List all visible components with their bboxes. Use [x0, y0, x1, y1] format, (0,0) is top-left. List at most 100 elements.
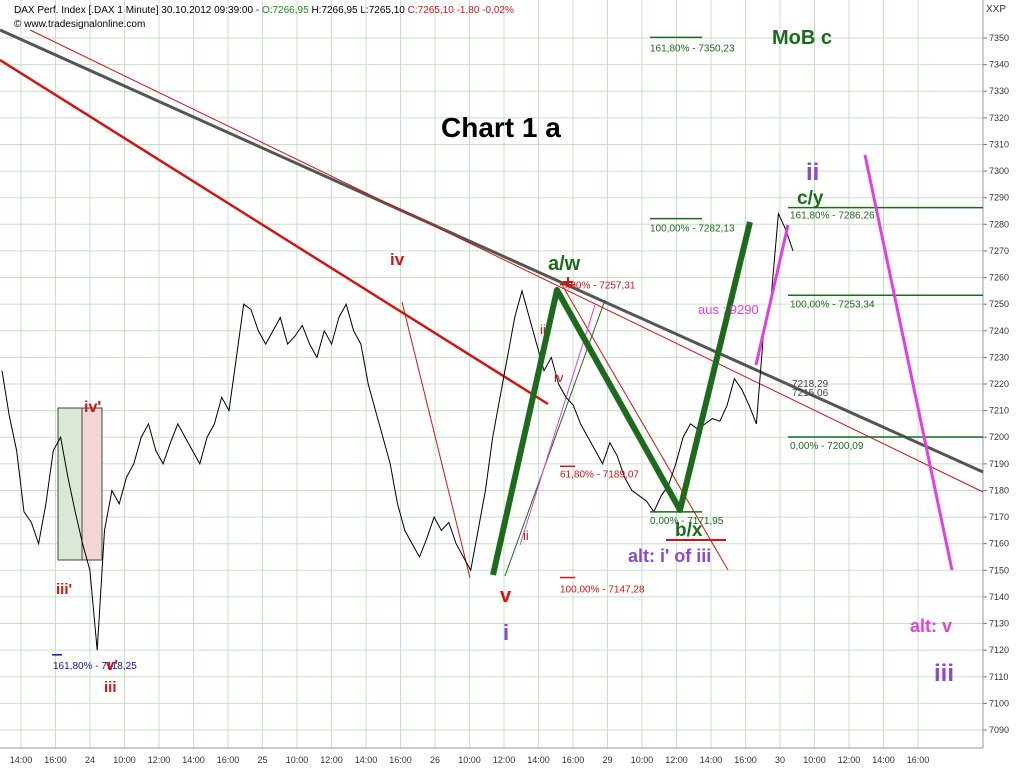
label-v-prime: v'	[106, 657, 118, 674]
label-c-y: c/y	[797, 188, 824, 209]
label-b-x: b/x	[675, 520, 703, 541]
x-tick-label: 10:00	[286, 755, 309, 765]
y-tick-label: 7200	[989, 432, 1009, 442]
fib-level-label: 161,80% - 7118,25	[53, 661, 137, 672]
dark-grey-trendline	[0, 28, 984, 474]
x-tick-label: 12:00	[148, 755, 171, 765]
fib-level-label: 0,00% - 7200,09	[790, 441, 864, 452]
label-a-w: a/w	[548, 253, 581, 275]
x-tick-label: 16:00	[217, 755, 240, 765]
source-text: © www.tradesignalonline.com	[14, 19, 145, 30]
x-tick-label: 24	[85, 755, 95, 765]
x-tick-label: 14:00	[700, 755, 723, 765]
y-tick-label: 7220	[989, 379, 1009, 389]
header-open: O:7266,95	[262, 5, 309, 16]
label-ii-small-2: ii	[523, 528, 529, 543]
price-series-line	[1, 211, 794, 651]
horizontal-gridlines	[0, 37, 983, 731]
magenta-projection-down	[863, 154, 954, 571]
consolidation-box-red	[81, 407, 103, 561]
x-tick-label: 12:00	[493, 755, 516, 765]
x-tick-label: 16:00	[907, 755, 930, 765]
label-iv-prime: iv'	[84, 399, 101, 416]
label-v-big: v	[500, 585, 512, 607]
y-tick-label: 7280	[989, 219, 1009, 229]
x-tick-label: 14:00	[355, 755, 378, 765]
label-alt-i-of-iii: alt: i' of iii	[628, 546, 711, 566]
label-mob-c: MoB c	[772, 27, 832, 49]
header-close: C:7265,10 -1,80 -0,02%	[408, 5, 514, 16]
magenta-thin-line	[519, 304, 596, 546]
x-tick-label: 10:00	[631, 755, 654, 765]
fib-level-label: 100,00% - 7147,28	[560, 585, 645, 596]
label-iv-top: iv	[390, 250, 405, 269]
price-label-7218: 7218,29	[792, 379, 829, 390]
y-tick-label: 7290	[989, 193, 1009, 203]
consolidation-box-green	[57, 407, 83, 561]
fib-level-label: 0,00% - 7171,95	[650, 516, 724, 527]
y-tick-label: 7270	[989, 246, 1009, 256]
magenta-projection-up	[754, 224, 790, 366]
y-tick-label: 7120	[989, 645, 1009, 655]
y-tick-label: 7090	[989, 725, 1009, 735]
y-tick-label: 7260	[989, 273, 1009, 283]
x-tick-label: 25	[257, 755, 267, 765]
x-tick-label: 16:00	[734, 755, 757, 765]
svg-text:DAX Perf. Index [.DAX 1 Minut: DAX Perf. Index [.DAX 1 Minute] 30.10.20…	[14, 5, 514, 16]
x-tick-label: 16:00	[389, 755, 412, 765]
label-alt-v: alt: v	[910, 616, 952, 636]
red-channel-line-1	[401, 301, 471, 579]
x-tick-label: 12:00	[320, 755, 343, 765]
fib-level-label: 100,00% - 7253,34	[790, 299, 875, 310]
y-tick-label: 7170	[989, 512, 1009, 522]
x-tick-label: 29	[602, 755, 612, 765]
y-tick-label: 7210	[989, 406, 1009, 416]
y-tick-label: 7150	[989, 565, 1009, 575]
label-iii-purple: iii	[934, 660, 954, 687]
header-symbol: DAX Perf. Index [.DAX 1 Minute] 30.10.20…	[14, 5, 262, 16]
y-tick-label: 7350	[989, 33, 1009, 43]
y-tick-label: 7190	[989, 459, 1009, 469]
y-tick-label: 7310	[989, 139, 1009, 149]
fib-level-label: 61,80% - 7189,07	[560, 469, 639, 480]
chart-title: Chart 1 a	[441, 112, 561, 143]
x-tick-label: 14:00	[182, 755, 205, 765]
price-axis: 7090 7100 7110 7120 7130 7140 7150 7160 7170 7180…	[983, 33, 1009, 735]
header-high: H:7266,95	[311, 5, 358, 16]
label-aus: aus : 9290	[698, 302, 759, 317]
label-iii-red: iii	[104, 679, 117, 696]
label-i-purple: i	[503, 620, 509, 645]
y-tick-label: 7250	[989, 299, 1009, 309]
y-tick-label: 7320	[989, 113, 1009, 123]
x-tick-label: 14:00	[872, 755, 895, 765]
fib-level-label: 0,00% - 7257,31	[562, 281, 636, 292]
label-iii-prime: iii'	[56, 581, 72, 598]
x-tick-label: 30	[775, 755, 785, 765]
x-tick-label: 10:00	[458, 755, 481, 765]
x-tick-label: 12:00	[665, 755, 688, 765]
fib-level-label: 161,80% - 7350,23	[650, 43, 735, 54]
y-tick-label: 7330	[989, 86, 1009, 96]
y-tick-label: 7100	[989, 698, 1009, 708]
x-tick-label: 14:00	[527, 755, 550, 765]
label-ii-small-1: ii	[540, 322, 546, 337]
x-tick-label: 10:00	[803, 755, 826, 765]
x-tick-label: 14:00	[10, 755, 33, 765]
label-ii-purple: ii	[806, 159, 819, 186]
y-tick-label: 7110	[989, 672, 1008, 682]
y-tick-label: 7230	[989, 352, 1009, 362]
label-iv-small: iv	[554, 370, 564, 385]
x-tick-label: 26	[430, 755, 440, 765]
y-tick-label: 7160	[989, 539, 1009, 549]
y-tick-label: 7240	[989, 326, 1009, 336]
thick-red-trendline	[0, 58, 549, 406]
x-tick-label: 16:00	[562, 755, 585, 765]
y-tick-label: 7130	[989, 619, 1009, 629]
y-tick-label: 7300	[989, 166, 1009, 176]
x-tick-label: 12:00	[838, 755, 861, 765]
thin-red-trendline	[29, 29, 984, 493]
axis-tag: XXP	[986, 4, 1006, 15]
time-axis: 14:00 16:00 24 10:00 12:00 14:00 16:00 25 10:00 1…	[10, 755, 930, 765]
header-low: L:7265,10	[360, 5, 405, 16]
